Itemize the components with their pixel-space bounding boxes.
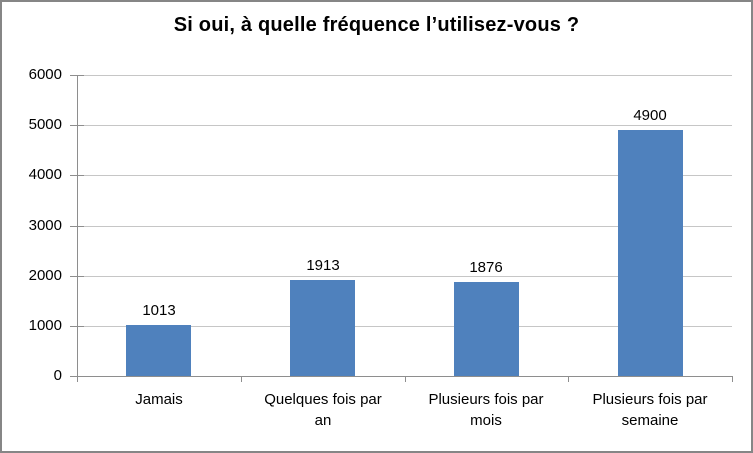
x-axis-tick [568,376,569,382]
bar [618,130,683,376]
gridline [77,75,732,76]
chart-title: Si oui, à quelle fréquence l’utilisez-vo… [173,14,580,36]
gridline [77,125,732,127]
y-axis-tick [70,225,84,227]
y-axis-tick-label: 2000 [28,266,62,284]
gridline [77,275,732,277]
y-axis-tick-label: 5000 [28,116,62,134]
x-axis-tick [732,376,733,382]
category-label: Jamais [135,391,183,408]
y-axis-tick-label: 6000 [28,66,62,83]
x-axis-line [77,376,732,377]
plot-area: 1013 1913 1876 4900 [70,75,733,382]
y-axis-tick-label: 4000 [28,166,62,184]
y-axis-tick-label: 1000 [28,316,62,334]
bar-value-label: 1913 [306,257,340,274]
bar-value-label: 4900 [633,107,667,124]
bar [126,325,191,376]
y-axis-tick-label: 3000 [28,216,62,234]
bar-value-label: 1013 [142,302,176,319]
y-axis-tick-label: 0 [53,367,62,384]
gridline [77,325,732,327]
gridline [77,175,732,177]
bar [454,281,519,376]
category-label: Quelques fois par an [264,391,382,429]
gridline [77,225,732,227]
bar [290,280,355,376]
category-label: Plusieurs fois par semaine [592,391,708,429]
y-axis-tick [70,125,84,127]
y-axis-tick [70,325,84,327]
x-axis-tick [77,376,78,382]
x-axis-tick [405,376,406,382]
bar-value-label: 1876 [469,259,503,276]
y-axis-tick [70,75,84,76]
category-label: Plusieurs fois par mois [428,391,544,429]
y-axis-tick [70,275,84,277]
y-axis-tick [70,175,84,177]
x-axis-tick [241,376,242,382]
